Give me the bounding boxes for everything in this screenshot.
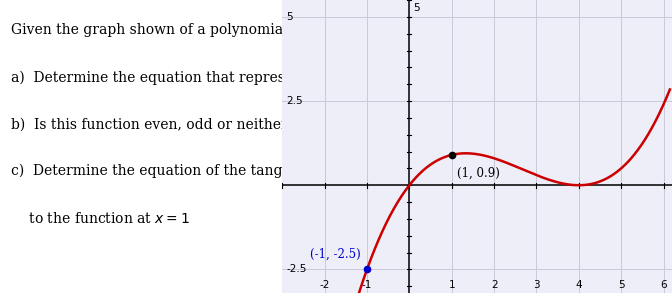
Text: -2: -2 [319, 280, 330, 290]
Text: -1: -1 [362, 280, 372, 290]
Text: b)  Is this function even, odd or neither? Explain.: b) Is this function even, odd or neither… [11, 117, 358, 132]
Text: 5: 5 [413, 3, 419, 13]
Text: 3: 3 [533, 280, 540, 290]
Text: 2: 2 [491, 280, 497, 290]
Text: c)  Determine the equation of the tangent line: c) Determine the equation of the tangent… [11, 164, 336, 178]
Text: 4: 4 [575, 280, 582, 290]
Text: -2.5: -2.5 [286, 264, 307, 275]
Text: (-1, -2.5): (-1, -2.5) [310, 248, 361, 261]
Text: 1: 1 [448, 280, 455, 290]
Text: a)  Determine the equation that represents the function.: a) Determine the equation that represent… [11, 70, 409, 85]
Text: (1, 0.9): (1, 0.9) [457, 167, 500, 180]
Text: 2.5: 2.5 [286, 96, 303, 106]
Text: 6: 6 [660, 280, 667, 290]
Text: Given the graph shown of a polynomial function,: Given the graph shown of a polynomial fu… [11, 23, 355, 38]
Text: 5: 5 [618, 280, 624, 290]
Text: to the function at $x = 1$: to the function at $x = 1$ [11, 211, 190, 226]
Text: 5: 5 [286, 12, 293, 22]
